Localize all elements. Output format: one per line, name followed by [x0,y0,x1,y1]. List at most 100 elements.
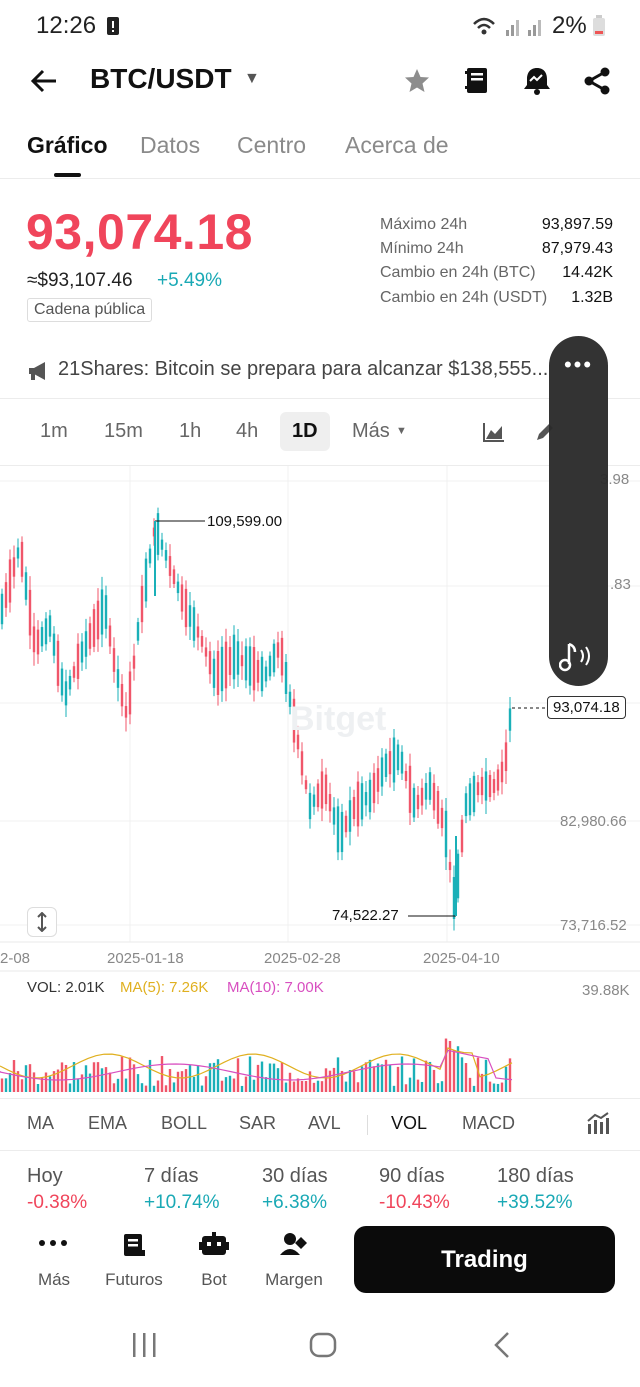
candle [424,783,428,800]
candle [168,556,172,576]
volume-bar [492,1083,496,1092]
indicator-vol[interactable]: VOL [391,1113,428,1133]
volume-bar [188,1065,192,1092]
nav-bot[interactable]: Bot [190,1226,238,1292]
volume-bar [108,1072,112,1092]
volume-bar [340,1070,344,1092]
nav-mas[interactable]: Más [27,1226,81,1292]
candle [296,734,300,750]
volume-bar [432,1069,436,1092]
indicator-macd[interactable]: MACD [462,1113,515,1133]
volume-bar [136,1074,140,1092]
price-chart[interactable] [0,466,640,1096]
timeframe-more[interactable]: Más [352,420,390,442]
volume-bar [96,1062,100,1092]
notebook-icon[interactable] [464,66,490,96]
candle [476,782,480,796]
candle [44,618,48,645]
futures-icon [124,1234,145,1256]
chart-scale-toggle[interactable] [27,907,57,937]
indicator-boll[interactable]: BOLL [161,1113,208,1133]
watermark: Bitget [290,700,387,738]
stat-label: Cambio en 24h (BTC) [380,264,536,281]
candle [148,548,152,564]
y-axis-label: .83 [610,576,631,593]
candle [464,793,468,817]
nav-futuros[interactable]: Futuros [103,1226,165,1292]
candle [368,779,372,813]
back-arrow-icon[interactable] [30,68,58,94]
pair-dropdown-icon[interactable]: ▼ [244,70,260,87]
volume-bar [296,1078,300,1092]
volume-bar [196,1066,200,1092]
floating-media-panel[interactable]: ••• [549,336,608,686]
volume-bar [220,1080,224,1092]
volume-bar [288,1072,292,1092]
tab-datos[interactable]: Datos [140,132,201,158]
trading-button[interactable]: Trading [354,1226,615,1293]
status-bar: 12:26 2% [0,0,640,52]
tab-acerca-de[interactable]: Acerca de [345,132,449,158]
timeframe-more-caret-icon[interactable]: ▼ [396,425,407,437]
volume-bar [76,1079,80,1092]
home-icon[interactable] [308,1331,338,1359]
margin-icon [280,1233,307,1255]
indicator-sar[interactable]: SAR [239,1113,277,1133]
candle [172,569,176,584]
timeframe-1h[interactable]: 1h [179,420,202,442]
candle [500,761,504,783]
news-ticker[interactable]: 21Shares: Bitcoin se prepara para alcanz… [58,358,549,380]
recent-apps-icon[interactable] [130,1331,160,1359]
music-icon[interactable] [559,640,599,674]
chain-badge[interactable]: Cadena pública [27,298,153,322]
timeframe-1m[interactable]: 1m [40,420,68,442]
timeframe-1d[interactable]: 1D [280,412,330,451]
candle [428,772,432,800]
tab-grafico[interactable]: Gráfico [27,132,108,158]
timeframe-15m[interactable]: 15m [104,420,143,442]
volume-bar [252,1079,256,1092]
indicator-ma[interactable]: MA [27,1113,54,1133]
y-axis-label: 73,716.52 [560,917,627,934]
volume-bar [140,1083,144,1092]
divider [0,1150,640,1151]
volume-bar [88,1073,92,1092]
candle [244,646,248,681]
candle [420,787,424,806]
candle [108,625,112,647]
indicator-settings-icon[interactable] [586,1112,610,1136]
nav-label: Futuros [105,1270,163,1289]
system-back-icon[interactable] [490,1331,514,1359]
more-dots-icon[interactable]: ••• [563,352,594,377]
candle [332,807,336,825]
candle [252,647,256,691]
volume-bar [124,1078,128,1092]
chart-type-icon[interactable] [482,421,506,443]
return-label: 180 días [497,1165,574,1187]
price-alert-icon[interactable] [522,66,552,96]
candle [192,607,196,641]
volume-bar [412,1058,416,1092]
change-percent: +5.49% [157,270,222,291]
tab-centro[interactable]: Centro [237,132,307,158]
volume-bar [180,1071,184,1092]
candle [228,647,232,675]
pair-title[interactable]: BTC/USDT [90,63,232,94]
share-icon[interactable] [583,67,611,95]
star-icon[interactable] [403,67,431,95]
candle [144,558,148,602]
candle [468,783,472,816]
candle [256,659,260,683]
timeframe-4h[interactable]: 4h [236,420,259,442]
volume-bar [164,1085,168,1092]
indicator-avl[interactable]: AVL [308,1113,341,1133]
candle [396,744,400,771]
nav-margen[interactable]: Margen [262,1226,326,1292]
return-value: -10.43% [379,1192,450,1213]
vol-max-label: 39.88K [582,982,630,999]
indicator-ema[interactable]: EMA [88,1113,128,1133]
candle [128,671,132,715]
candle [76,643,80,679]
volume-bar [56,1069,60,1092]
volume-bar [360,1066,364,1092]
